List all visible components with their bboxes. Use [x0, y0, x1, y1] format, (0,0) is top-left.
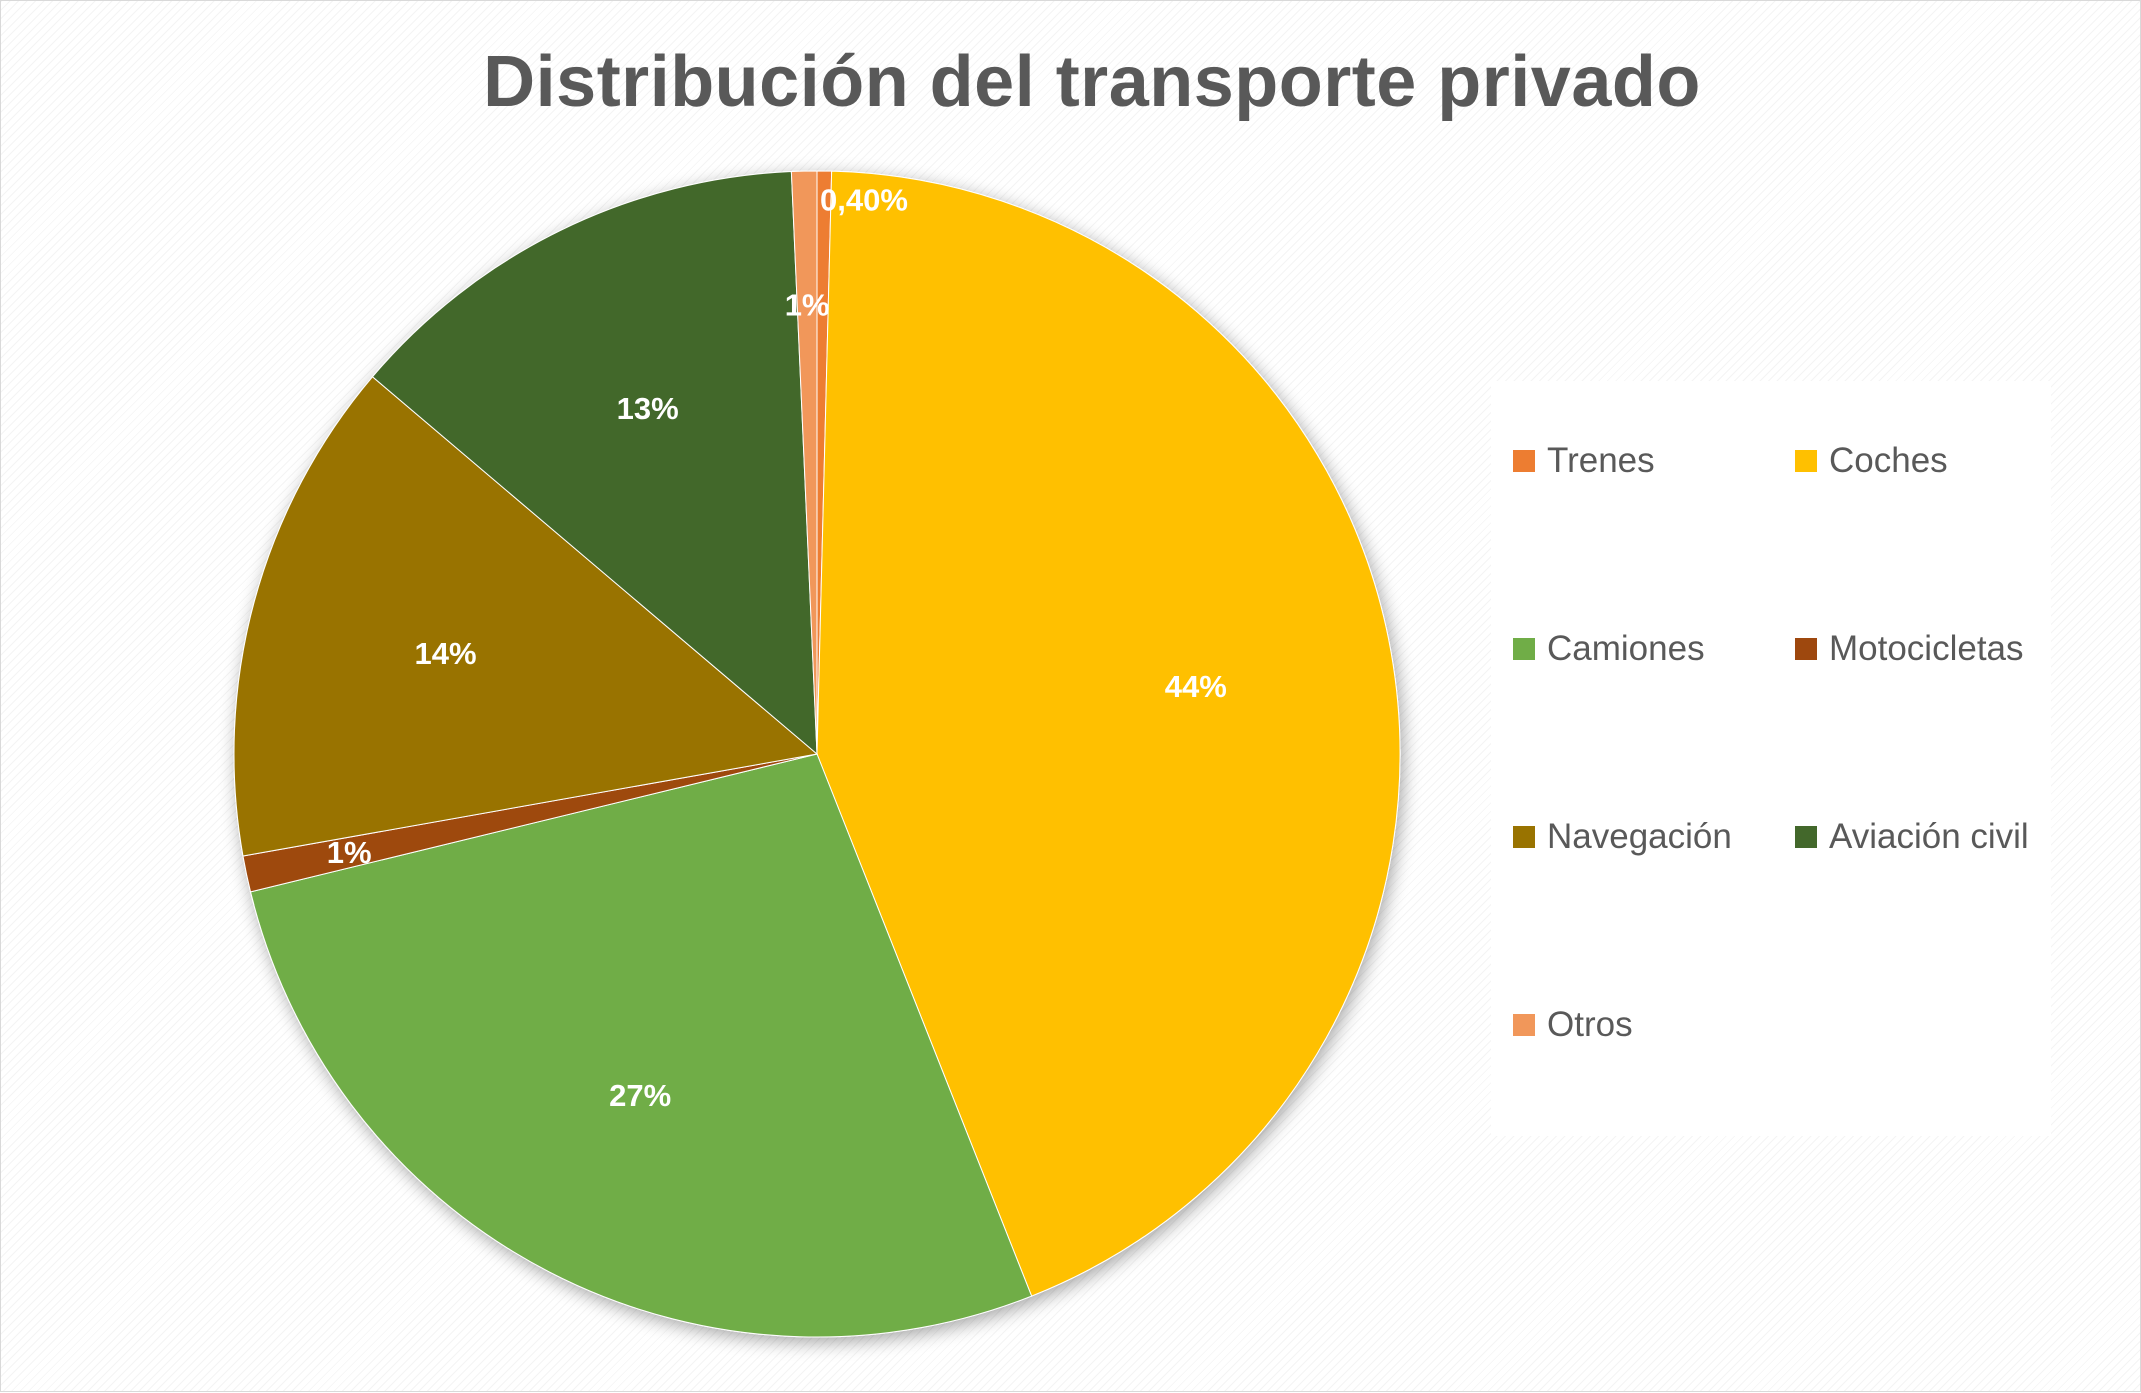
pie-data-labels: 0,40% 44% 27% 1% 14% 13% 1%: [327, 183, 1227, 1113]
data-label-otros: 1%: [785, 288, 830, 323]
legend-label: Motocicletas: [1829, 629, 2024, 668]
legend-swatch: [1513, 826, 1535, 848]
data-label-coches: 44%: [1165, 669, 1227, 704]
pie-slice-camiones[interactable]: [249, 753, 1033, 1338]
pie-slice-navegacion[interactable]: [233, 376, 819, 857]
legend-label: Otros: [1547, 1005, 1633, 1044]
legend: Trenes Coches Camiones Motocicletas Navegaci…: [1491, 381, 2051, 1136]
legend-item-otros: Otros: [1513, 1005, 1633, 1045]
legend-label: Navegación: [1547, 817, 1732, 856]
legend-label: Trenes: [1547, 441, 1655, 480]
legend-swatch: [1513, 1014, 1535, 1036]
pie-slice-aviacion-civil[interactable]: [371, 171, 818, 756]
legend-swatch: [1795, 450, 1817, 472]
legend-swatch: [1795, 826, 1817, 848]
legend-label: Coches: [1829, 441, 1948, 480]
legend-label: Aviación civil: [1829, 817, 2029, 856]
data-label-navegacion: 14%: [414, 636, 476, 671]
legend-item-motocicletas: Motocicletas: [1795, 629, 2024, 669]
legend-item-coches: Coches: [1795, 441, 1948, 481]
legend-item-aviacion-civil: Aviación civil: [1795, 817, 2029, 857]
data-label-motocicletas: 1%: [327, 835, 372, 870]
chart-title: Distribución del transporte privado: [483, 42, 1701, 122]
legend-swatch: [1513, 638, 1535, 660]
pie-slices: [233, 170, 1401, 1338]
data-label-camiones: 27%: [609, 1078, 671, 1113]
legend-swatch: [1795, 638, 1817, 660]
data-label-aviacion-civil: 13%: [617, 391, 679, 426]
legend-item-navegacion: Navegación: [1513, 817, 1732, 857]
legend-swatch: [1513, 450, 1535, 472]
legend-item-camiones: Camiones: [1513, 629, 1705, 669]
pie-slice-coches[interactable]: [816, 170, 1401, 1297]
data-label-trenes: 0,40%: [820, 183, 908, 218]
legend-item-trenes: Trenes: [1513, 441, 1655, 481]
pie-slice-otros[interactable]: [790, 170, 818, 755]
legend-label: Camiones: [1547, 629, 1705, 668]
